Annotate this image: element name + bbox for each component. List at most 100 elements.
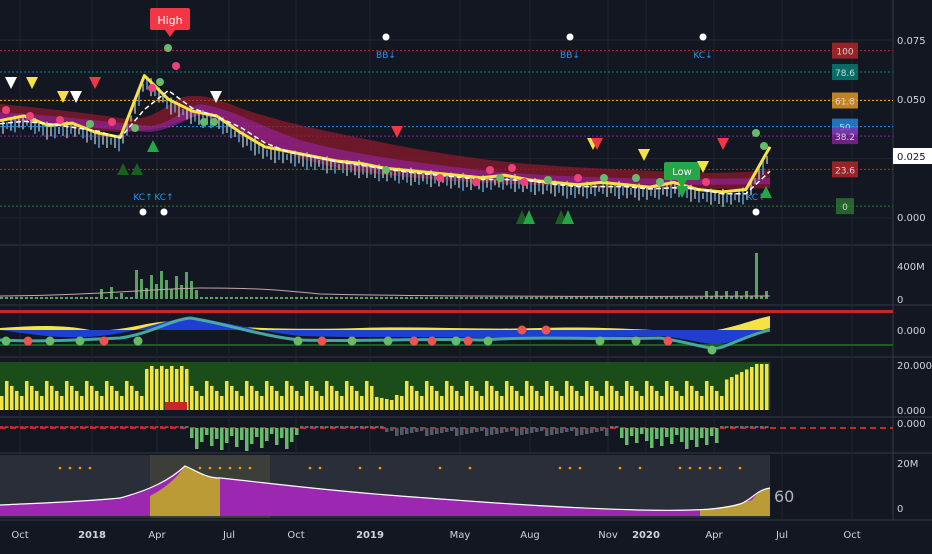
histogram-bar [740, 372, 744, 410]
obv-dot [708, 466, 712, 470]
histogram-bar [55, 391, 59, 410]
volume-bar [100, 289, 103, 299]
time-tick-label: Jul [222, 530, 235, 541]
price-candle [90, 132, 92, 141]
histogram-bar [320, 396, 324, 410]
macd-bar [0, 426, 4, 428]
volume-bar [590, 297, 593, 299]
volume-bar [690, 297, 693, 299]
price-candle [386, 167, 388, 182]
price-candle [426, 172, 428, 185]
macd-bar [540, 428, 544, 431]
fib-level-box [832, 92, 858, 109]
price-candle [766, 155, 768, 164]
histogram-bar [680, 396, 684, 410]
macd-pane: 0.000 [0, 419, 926, 451]
volume-bar [670, 297, 673, 299]
price-scale[interactable]: 0.075 0.050 0.025 0.000 [893, 36, 932, 224]
histogram-bar [175, 369, 179, 410]
macd-bar [325, 426, 329, 428]
histogram-bar [480, 396, 484, 410]
fib-level-box [832, 64, 858, 81]
macd-bar [265, 428, 269, 441]
volume-bar [305, 297, 308, 299]
sell-triangle-icon [5, 77, 17, 89]
buy-triangle-icon [117, 163, 129, 175]
histogram-bar [580, 396, 584, 410]
price-candle [754, 178, 756, 185]
volume-bar [530, 297, 533, 299]
volume-bar [325, 297, 328, 299]
volume-bar [435, 297, 438, 299]
volume-bar [25, 297, 28, 299]
histogram-bar [125, 381, 129, 410]
obv-dot [68, 466, 72, 470]
macd-bar [50, 426, 54, 428]
histogram-bar [550, 386, 554, 410]
macd-bar [595, 428, 599, 432]
obv-dot [248, 466, 252, 470]
macd-bar [555, 428, 559, 434]
price-candle [274, 146, 276, 164]
macd-bar [225, 428, 229, 443]
osc-dot [293, 336, 303, 346]
high-marker[interactable]: High [150, 8, 190, 37]
price-candle [690, 184, 692, 202]
macd-bar [330, 426, 334, 428]
histogram-bar [430, 386, 434, 410]
price-candle [610, 185, 612, 194]
price-candle [518, 178, 520, 189]
oscillator-pane: 0.000 [0, 310, 926, 355]
macd-bar [180, 426, 184, 428]
price-candle [118, 134, 120, 152]
macd-bar [210, 428, 214, 446]
osc-dot [133, 336, 143, 346]
price-candle [462, 172, 464, 191]
price-candle [506, 177, 508, 186]
macd-bar [705, 428, 709, 445]
volume-bar [680, 297, 683, 299]
macd-bar [70, 426, 74, 428]
histogram-bar [275, 391, 279, 410]
volume-bar [645, 297, 648, 299]
volume-bar [760, 296, 763, 299]
time-axis[interactable]: Oct 2018 Apr Jul Oct 2019 May Aug Nov 2020 Apr Jul O… [11, 530, 860, 541]
volume-bar [45, 297, 48, 299]
low-marker[interactable]: Low [664, 162, 700, 188]
price-candle [238, 131, 240, 143]
price-candle [218, 116, 220, 129]
volume-bar [615, 297, 618, 299]
histogram-bar [300, 396, 304, 410]
price-candle [94, 131, 96, 145]
histogram-bar [285, 381, 289, 410]
signal-dot [632, 174, 640, 182]
histogram-bar [255, 391, 259, 410]
sell-triangle-icon [717, 138, 729, 150]
volume-bar [450, 297, 453, 299]
volume-bar [755, 253, 758, 299]
price-candle [166, 96, 168, 109]
histogram-bar [15, 391, 19, 410]
price-candle [634, 185, 636, 198]
price-candle [574, 182, 576, 198]
histogram-bar [760, 364, 764, 410]
price-candle [422, 174, 424, 182]
volume-bar [125, 297, 128, 299]
macd-bar [400, 428, 404, 435]
price-candle [630, 187, 632, 195]
histogram-bar [235, 391, 239, 410]
obv-dot [198, 466, 202, 470]
histogram-bar [510, 386, 514, 410]
price-candle [394, 169, 396, 181]
osc-yellow-area [0, 316, 770, 332]
ema-line [0, 89, 771, 195]
histogram-bar [540, 396, 544, 410]
histogram-bar [525, 381, 529, 410]
vertical-grid [0, 0, 893, 520]
price-candle [482, 175, 484, 193]
price-candle [114, 136, 116, 149]
price-candle [318, 159, 320, 167]
macd-bar [35, 426, 39, 428]
